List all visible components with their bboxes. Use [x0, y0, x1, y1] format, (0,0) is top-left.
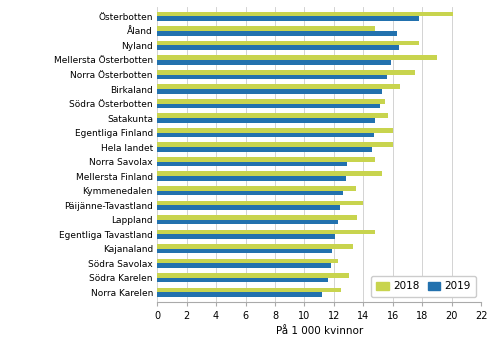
Bar: [157, 41, 419, 46]
Bar: [157, 201, 363, 205]
Bar: [157, 249, 332, 253]
Bar: [157, 89, 382, 94]
Bar: [157, 157, 375, 162]
Bar: [157, 31, 397, 36]
Bar: [157, 74, 387, 79]
Bar: [157, 118, 375, 123]
Bar: [157, 104, 380, 108]
Bar: [157, 70, 415, 74]
Bar: [157, 46, 399, 50]
Bar: [157, 186, 356, 191]
Bar: [157, 26, 375, 31]
Bar: [157, 172, 382, 176]
Legend: 2018, 2019: 2018, 2019: [371, 276, 476, 297]
Bar: [157, 142, 393, 147]
Bar: [157, 288, 341, 292]
Bar: [157, 128, 393, 133]
Bar: [157, 55, 437, 60]
Bar: [157, 162, 347, 166]
Bar: [157, 278, 328, 282]
Bar: [157, 220, 338, 224]
Bar: [157, 215, 357, 220]
Bar: [157, 234, 335, 239]
Bar: [157, 259, 338, 263]
Bar: [157, 133, 374, 137]
Bar: [157, 244, 353, 249]
Bar: [157, 12, 453, 16]
Bar: [157, 191, 343, 195]
X-axis label: På 1 000 kvinnor: På 1 000 kvinnor: [275, 327, 363, 336]
Bar: [157, 273, 349, 278]
Bar: [157, 263, 331, 268]
Bar: [157, 84, 400, 89]
Bar: [157, 292, 322, 297]
Bar: [157, 205, 340, 210]
Bar: [157, 147, 372, 152]
Bar: [157, 60, 391, 64]
Bar: [157, 114, 388, 118]
Bar: [157, 229, 375, 234]
Bar: [157, 16, 419, 21]
Bar: [157, 176, 346, 181]
Bar: [157, 99, 385, 104]
